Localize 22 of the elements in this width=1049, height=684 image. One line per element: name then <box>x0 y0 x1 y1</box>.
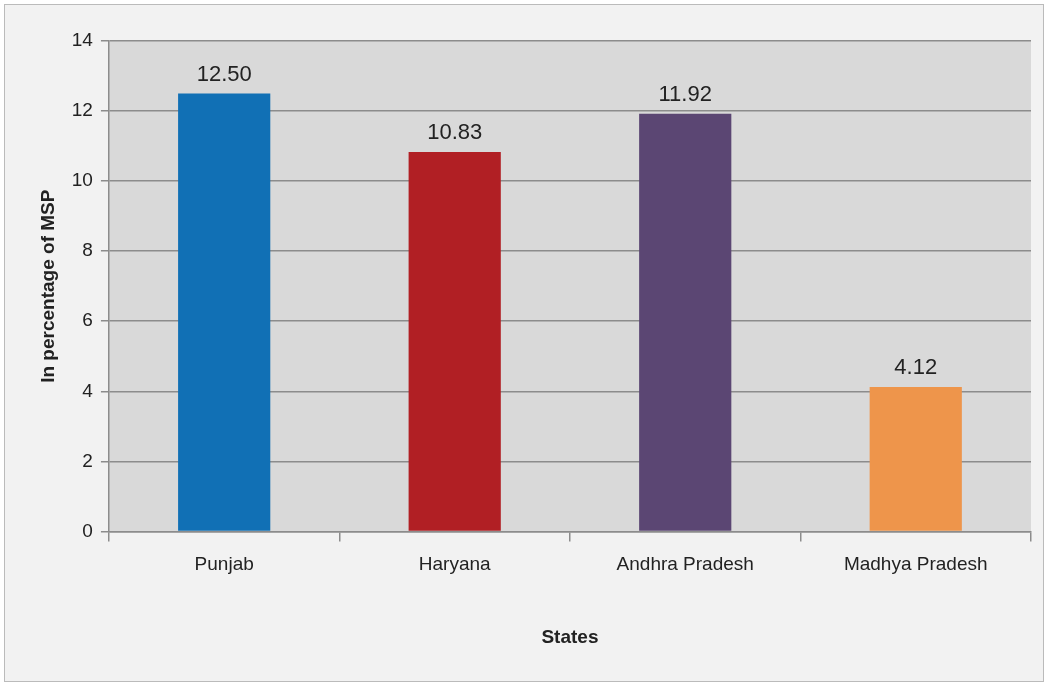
x-tick-label: Haryana <box>418 553 492 575</box>
y-tick-label: 14 <box>71 29 94 51</box>
y-tick-label: 12 <box>71 99 93 121</box>
y-tick-label: 10 <box>71 169 93 191</box>
data-label: 11.92 <box>658 80 712 106</box>
y-tick-label: 4 <box>82 379 94 401</box>
bar <box>639 113 732 531</box>
bar <box>869 387 962 531</box>
bar <box>408 152 501 531</box>
x-tick-label: Punjab <box>194 553 254 575</box>
data-label: 12.50 <box>196 60 252 86</box>
y-tick-label: 0 <box>82 519 93 541</box>
bar <box>178 93 271 531</box>
y-tick-label: 2 <box>82 449 93 471</box>
x-axis-title: States <box>541 625 599 647</box>
x-tick-label: Madhya Pradesh <box>843 553 988 575</box>
data-label: 10.83 <box>427 119 483 145</box>
y-axis-title: In percentage of MSP <box>36 189 58 383</box>
y-tick-label: 8 <box>82 239 93 261</box>
data-label: 4.12 <box>894 354 938 380</box>
x-tick-label: Andhra Pradesh <box>616 553 754 575</box>
y-tick-label: 6 <box>82 309 93 331</box>
